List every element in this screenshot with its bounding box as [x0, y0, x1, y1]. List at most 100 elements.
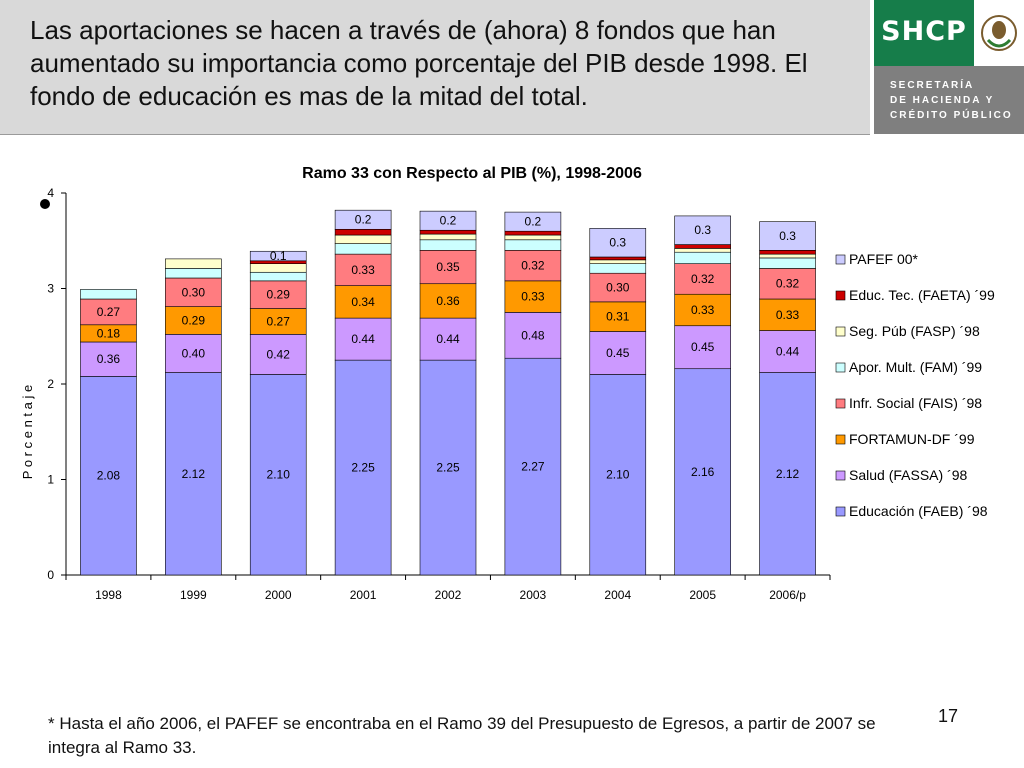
data-label: 2.10 [606, 468, 630, 482]
bar-segment [504, 312, 562, 359]
data-label: 0.33 [691, 303, 715, 317]
y-tick-label: 3 [47, 282, 54, 296]
bar-segment [165, 372, 222, 576]
bar-segment [674, 368, 731, 576]
logo-green-block: SHCP [874, 0, 974, 66]
data-label: 0.42 [267, 347, 291, 361]
bar-segment [674, 293, 731, 327]
bar-segment [80, 289, 137, 300]
data-label: 0.45 [691, 340, 715, 354]
legend-label: Educación (FAEB) ´98 [849, 503, 988, 519]
bar-segment [419, 250, 477, 285]
data-label: 2.10 [267, 468, 291, 482]
legend-label: Apor. Mult. (FAM) ´99 [849, 359, 982, 375]
x-tick-label: 2005 [689, 588, 716, 602]
bar-segment [589, 259, 647, 264]
legend-swatch [835, 398, 846, 409]
bar-segment [249, 374, 307, 576]
bar-segment [674, 263, 731, 295]
bar-segment [249, 250, 307, 262]
legend-swatch [835, 254, 846, 265]
bar-segment [589, 272, 647, 303]
y-tick-label: 4 [47, 186, 54, 200]
bar-segment [165, 306, 222, 335]
data-label: 2.27 [521, 460, 545, 474]
stacked-bar-chart: Ramo 33 con Respecto al PIB (%), 1998-20… [20, 165, 995, 602]
plot-area: 0 1 2 3 4 1998 2.08 0.36 0.18 0.27 1999 2.12 0.40 0.2… [47, 186, 831, 602]
data-label: 0.45 [606, 346, 630, 360]
data-label: 0.44 [351, 332, 375, 346]
legend-swatch [835, 290, 846, 301]
data-label: 0.1 [270, 249, 287, 263]
bar-segment [504, 239, 562, 251]
data-label: 0.33 [351, 263, 375, 277]
bar-segment [759, 257, 816, 269]
data-label: 0.33 [521, 290, 545, 304]
bar-segment [80, 376, 137, 576]
bar-segment [334, 209, 392, 230]
data-label: 2.25 [436, 461, 460, 475]
chart-title: Ramo 33 con Respecto al PIB (%), 1998-20… [302, 165, 642, 182]
logo-wordmark: SHCP [881, 16, 967, 47]
bar-segment [589, 228, 647, 258]
bar-segment [589, 263, 647, 274]
bar-segment [589, 374, 647, 576]
bar-segment [589, 256, 647, 261]
bar-segment [504, 230, 562, 236]
data-label: 2.25 [351, 461, 375, 475]
data-label: 0.35 [436, 260, 460, 274]
logo-line: CRÉDITO PÚBLICO [890, 110, 1013, 121]
bar-segment [419, 233, 477, 241]
bar-segment [165, 258, 222, 269]
y-tick-label: 2 [47, 377, 54, 391]
data-label: 0.32 [776, 277, 800, 291]
bar-segment [589, 331, 647, 375]
bar-segment [759, 253, 816, 259]
data-label: 0.44 [776, 345, 800, 359]
bar-segment [334, 243, 392, 255]
data-label: 0.29 [182, 313, 206, 327]
mexican-seal-icon [974, 0, 1024, 66]
bullet-dot [40, 199, 50, 209]
slide-heading: Las aportaciones se hacen a través de (a… [30, 15, 808, 111]
data-label: 0.44 [436, 332, 460, 346]
data-label: 0.30 [182, 285, 206, 299]
footnote: * Hasta el año 2006, el PAFEF se encontr… [48, 714, 876, 757]
bar-segment [165, 334, 222, 373]
bar-segment [674, 325, 731, 370]
bar-segment [80, 341, 137, 377]
bar-segment [165, 277, 222, 307]
data-label: 0.36 [436, 294, 460, 308]
x-tick-label: 2002 [435, 588, 462, 602]
data-label: 0.33 [776, 308, 800, 322]
legend-label: Educ. Tec. (FAETA) ´99 [849, 287, 995, 303]
data-label: 0.2 [525, 215, 542, 229]
header-banner: Las aportaciones se hacen a través de (a… [0, 0, 870, 135]
bar-segment [674, 244, 731, 249]
data-label: 0.32 [521, 259, 545, 273]
bar-segment [334, 228, 392, 236]
bar-segment [334, 234, 392, 244]
bar-segment [504, 250, 562, 282]
data-label: 2.12 [776, 467, 800, 481]
legend-label: Infr. Social (FAIS) ´98 [849, 395, 982, 411]
bar-segment [419, 239, 477, 251]
bar-segment [504, 357, 562, 576]
bar-segment [334, 285, 392, 319]
y-tick-label: 0 [47, 568, 54, 582]
x-tick-label: 1998 [95, 588, 122, 602]
bar-segment [504, 280, 562, 313]
data-label: 2.12 [182, 467, 206, 481]
y-tick-label: 1 [47, 473, 54, 487]
legend-swatch [835, 326, 846, 337]
legend-label: FORTAMUN-DF ´99 [849, 431, 975, 447]
legend-label: Seg. Púb (FASP) ´98 [849, 323, 980, 339]
legend-label: Salud (FASSA) ´98 [849, 467, 967, 483]
legend-swatch [835, 506, 846, 517]
bar-segment [674, 251, 731, 264]
x-tick-label: 2000 [265, 588, 292, 602]
bar-segment [419, 229, 477, 235]
data-label: 2.08 [97, 469, 121, 483]
data-label: 0.3 [779, 229, 796, 243]
legend-swatch [835, 470, 846, 481]
